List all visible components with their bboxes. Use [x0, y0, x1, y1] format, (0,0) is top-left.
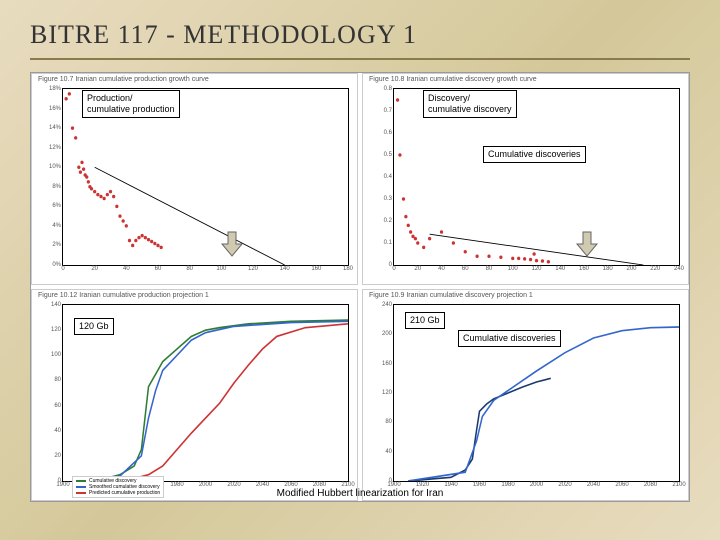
x-tick: 2040 [587, 481, 600, 488]
x-tick: 2000 [199, 481, 212, 488]
figure-caption: Modified Hubbert linearization for Iran [277, 488, 444, 499]
x-tick: 1960 [473, 481, 486, 488]
y-tick: 20 [54, 453, 63, 459]
x-tick: 60 [155, 265, 162, 272]
x-tick: 140 [280, 265, 290, 272]
x-tick: 40 [123, 265, 130, 272]
x-tick: 2020 [558, 481, 571, 488]
y-tick: 100 [51, 352, 63, 358]
y-tick: 0.7 [384, 108, 394, 114]
y-tick: 0.1 [384, 240, 394, 246]
y-tick: 0.4 [384, 174, 394, 180]
y-tick: 12% [49, 145, 63, 151]
y-tick: 6% [52, 203, 63, 209]
chart-annotation-box: Cumulative discoveries [458, 330, 561, 347]
page-title: BITRE 117 - METHODOLOGY 1 [30, 20, 690, 60]
y-tick: 240 [382, 302, 394, 308]
panel-figure-title: Figure 10.9 Iranian cumulative discovery… [369, 292, 533, 299]
x-tick: 2100 [672, 481, 685, 488]
y-tick: 0.5 [384, 152, 394, 158]
x-tick: 2080 [313, 481, 326, 488]
y-tick: 200 [382, 331, 394, 337]
x-tick: 180 [343, 265, 353, 272]
x-tick: 2020 [227, 481, 240, 488]
y-tick: 40 [385, 449, 394, 455]
chart-grid: Figure 10.7 Iranian cumulative productio… [30, 72, 690, 502]
x-tick: 140 [555, 265, 565, 272]
y-tick: 0% [52, 262, 63, 268]
x-tick: 2000 [530, 481, 543, 488]
x-tick: 2060 [284, 481, 297, 488]
y-tick: 160 [382, 361, 394, 367]
y-tick: 0 [58, 478, 63, 484]
x-tick: 200 [626, 265, 636, 272]
x-tick: 220 [650, 265, 660, 272]
x-tick: 180 [603, 265, 613, 272]
y-tick: 0.8 [384, 86, 394, 92]
chart-annotation-box: Production/cumulative production [82, 90, 180, 118]
x-tick: 60 [462, 265, 469, 272]
y-tick: 0.2 [384, 218, 394, 224]
down-arrow-icon [575, 230, 599, 258]
x-tick: 100 [508, 265, 518, 272]
chart-annotation-box: 120 Gb [74, 318, 114, 335]
y-tick: 80 [54, 377, 63, 383]
x-tick: 80 [486, 265, 493, 272]
y-tick: 120 [382, 390, 394, 396]
x-tick: 20 [414, 265, 421, 272]
x-tick: 2100 [341, 481, 354, 488]
panel-figure-title: Figure 10.7 Iranian cumulative productio… [38, 76, 209, 83]
x-tick: 1980 [501, 481, 514, 488]
down-arrow-icon [220, 230, 244, 258]
y-tick: 60 [54, 403, 63, 409]
panel-bottom-right: Figure 10.9 Iranian cumulative discovery… [362, 289, 689, 501]
chart-legend: Cumulative discoverySmoothed cumulative … [72, 476, 164, 498]
panel-bottom-left: Figure 10.12 Iranian cumulative producti… [31, 289, 358, 501]
x-tick: 120 [531, 265, 541, 272]
x-tick: 160 [579, 265, 589, 272]
chart-annotation-box: 210 Gb [405, 312, 445, 329]
x-tick: 1980 [170, 481, 183, 488]
y-tick: 0 [389, 478, 394, 484]
x-tick: 2060 [615, 481, 628, 488]
y-tick: 14% [49, 125, 63, 131]
y-tick: 140 [51, 302, 63, 308]
x-tick: 20 [91, 265, 98, 272]
panel-top-right: Figure 10.8 Iranian cumulative discovery… [362, 73, 689, 285]
x-tick: 160 [311, 265, 321, 272]
y-tick: 0.3 [384, 196, 394, 202]
y-tick: 10% [49, 164, 63, 170]
y-tick: 0.6 [384, 130, 394, 136]
x-tick: 1920 [416, 481, 429, 488]
y-tick: 4% [52, 223, 63, 229]
x-tick: 80 [186, 265, 193, 272]
x-tick: 120 [248, 265, 258, 272]
panel-figure-title: Figure 10.8 Iranian cumulative discovery… [369, 76, 537, 83]
x-tick: 2080 [644, 481, 657, 488]
x-tick: 240 [674, 265, 684, 272]
y-tick: 18% [49, 86, 63, 92]
y-tick: 80 [385, 419, 394, 425]
x-tick: 100 [216, 265, 226, 272]
y-tick: 0 [389, 262, 394, 268]
panel-top-left: Figure 10.7 Iranian cumulative productio… [31, 73, 358, 285]
panel-figure-title: Figure 10.12 Iranian cumulative producti… [38, 292, 209, 299]
x-tick: 2040 [256, 481, 269, 488]
y-tick: 16% [49, 106, 63, 112]
y-tick: 8% [52, 184, 63, 190]
y-tick: 2% [52, 242, 63, 248]
x-tick: 1940 [444, 481, 457, 488]
x-tick: 40 [438, 265, 445, 272]
chart-annotation-box: Cumulative discoveries [483, 146, 586, 163]
chart-annotation-box: Discovery/cumulative discovery [423, 90, 517, 118]
y-tick: 120 [51, 327, 63, 333]
y-tick: 40 [54, 428, 63, 434]
